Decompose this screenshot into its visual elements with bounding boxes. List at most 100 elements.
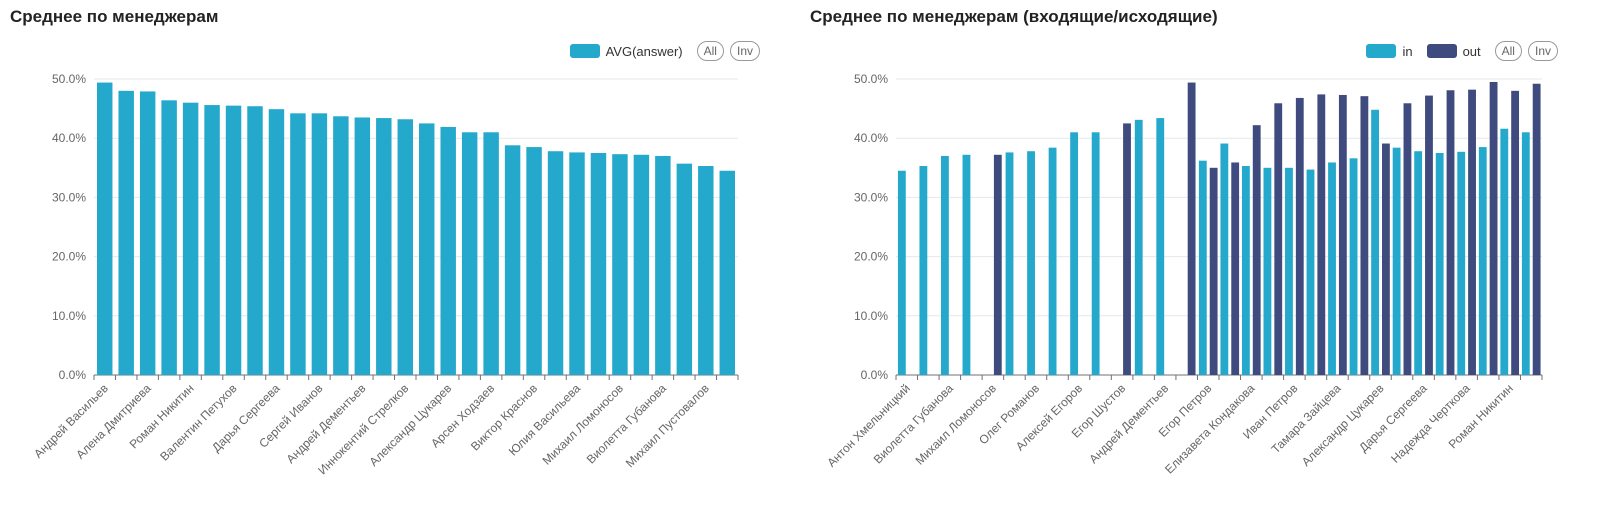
bar-out[interactable] (1317, 94, 1326, 375)
bar-in[interactable] (1048, 147, 1057, 375)
bar-in[interactable] (1500, 128, 1509, 375)
legend-swatch (1366, 44, 1397, 58)
bar-out[interactable] (1123, 123, 1131, 376)
bar-in[interactable] (1134, 119, 1143, 376)
bar-avg-answer-[interactable] (633, 154, 650, 375)
bar-in[interactable] (1220, 143, 1229, 375)
bar-avg-answer-[interactable] (139, 91, 156, 375)
bar-out[interactable] (1382, 143, 1390, 375)
legend-invert-button[interactable]: Inv (729, 41, 760, 61)
bar-in[interactable] (1027, 151, 1035, 375)
bar-in[interactable] (941, 155, 949, 375)
bar-in[interactable] (1457, 151, 1466, 375)
bar-in[interactable] (919, 166, 928, 375)
bar-in[interactable] (1306, 169, 1315, 375)
bar-in[interactable] (897, 170, 906, 375)
bar-avg-answer-[interactable] (290, 113, 306, 375)
bar-out[interactable] (1532, 83, 1541, 376)
bar-avg-answer-[interactable] (461, 132, 478, 375)
bar-out[interactable] (1231, 162, 1240, 375)
bar-in[interactable] (1198, 160, 1207, 375)
bar-in[interactable] (1005, 152, 1014, 375)
bar-out[interactable] (1468, 89, 1476, 375)
bar-avg-answer-[interactable] (590, 153, 607, 375)
bar-in[interactable] (1414, 151, 1423, 375)
bar-avg-answer-[interactable] (376, 118, 392, 376)
bar-avg-answer-[interactable] (526, 147, 542, 375)
bar-out[interactable] (1209, 167, 1218, 375)
bar-chart-plot: 0.0% 10.0% 20.0% 30.0% 40.0% 50.0% Андрей Васи… (31, 72, 739, 477)
bar-avg-answer-[interactable] (247, 106, 263, 376)
bar-avg-answer-[interactable] (333, 116, 349, 376)
bar-avg-answer-[interactable] (698, 166, 714, 375)
y-tick-label: 20.0% (52, 250, 86, 264)
bar-avg-answer-[interactable] (419, 123, 435, 376)
bar-avg-answer-[interactable] (268, 109, 285, 375)
bar-out[interactable] (1252, 125, 1261, 376)
y-tick-label: 30.0% (854, 190, 888, 204)
bar-in[interactable] (1091, 132, 1100, 375)
bar-in[interactable] (962, 154, 971, 375)
bar-avg-answer-[interactable] (719, 170, 735, 375)
y-tick-label: 0.0% (861, 368, 889, 382)
x-tick-label: Александр Цукарев (1299, 381, 1387, 469)
x-tick-label: Андрей Дементьев (1086, 381, 1171, 466)
bar-avg-answer-[interactable] (440, 126, 456, 376)
bar-in[interactable] (1285, 167, 1293, 375)
legend-item-in[interactable]: in (1366, 43, 1413, 59)
bar-out[interactable] (1360, 96, 1369, 375)
bar-avg-answer-[interactable] (483, 132, 499, 375)
bar-out[interactable] (1425, 95, 1433, 376)
bar-out[interactable] (1295, 97, 1304, 375)
bar-out[interactable] (1511, 90, 1520, 375)
bar-in[interactable] (1435, 153, 1444, 375)
bar-out[interactable] (1338, 94, 1347, 375)
legend-all-button[interactable]: All (696, 41, 724, 61)
x-tick-label: Валентин Петухов (157, 381, 239, 463)
bar-out[interactable] (1446, 90, 1455, 376)
bar-avg-answer-[interactable] (676, 163, 693, 375)
legend-all-button[interactable]: All (1494, 41, 1522, 61)
bar-in[interactable] (1478, 147, 1487, 375)
bar-in[interactable] (1070, 132, 1079, 375)
y-tick-label: 10.0% (854, 309, 888, 323)
bar-avg-answer-[interactable] (204, 105, 220, 375)
x-tick-label: Антон Хмельницкий (824, 381, 913, 470)
bar-avg-answer-[interactable] (161, 100, 177, 375)
bar-out[interactable] (1489, 81, 1498, 376)
bar-avg-answer-[interactable] (182, 102, 199, 376)
legend-item-avg-answer[interactable]: AVG(answer) (569, 44, 683, 59)
bar-in[interactable] (1156, 118, 1165, 376)
bar-out[interactable] (993, 154, 1002, 375)
bar-in[interactable] (1263, 167, 1272, 375)
chart-panel-left: Среднее по менеджерам AVG(answer) All In… (10, 7, 760, 477)
bar-avg-answer-[interactable] (397, 119, 413, 375)
bar-in[interactable] (1521, 132, 1530, 375)
bar-avg-answer-[interactable] (569, 152, 585, 375)
bar-avg-answer-[interactable] (225, 105, 242, 375)
bar-avg-answer-[interactable] (655, 155, 671, 375)
y-tick-label: 30.0% (52, 190, 86, 204)
x-tick-label: Надежда Черткова (1388, 381, 1473, 466)
legend-label: in (1402, 43, 1413, 59)
bar-out[interactable] (1274, 103, 1283, 375)
bar-out[interactable] (1403, 103, 1412, 375)
legend-invert-button[interactable]: Inv (1527, 41, 1558, 61)
y-tick-label: 10.0% (52, 309, 86, 323)
bar-avg-answer-[interactable] (118, 90, 134, 375)
bar-in[interactable] (1392, 147, 1401, 375)
bar-in[interactable] (1349, 158, 1358, 375)
bar-in[interactable] (1371, 109, 1379, 375)
bar-avg-answer-[interactable] (97, 82, 113, 375)
legend-label: out (1462, 43, 1481, 59)
bar-avg-answer-[interactable] (612, 154, 628, 375)
bar-out[interactable] (1187, 82, 1196, 375)
bar-in[interactable] (1241, 166, 1250, 375)
legend-item-out[interactable]: out (1426, 43, 1481, 59)
bar-avg-answer-[interactable] (504, 145, 521, 375)
bar-avg-answer-[interactable] (311, 113, 328, 375)
bar-avg-answer-[interactable] (547, 151, 564, 375)
bar-in[interactable] (1328, 162, 1336, 375)
bar-avg-answer-[interactable] (354, 117, 371, 375)
y-tick-label: 50.0% (52, 72, 86, 86)
